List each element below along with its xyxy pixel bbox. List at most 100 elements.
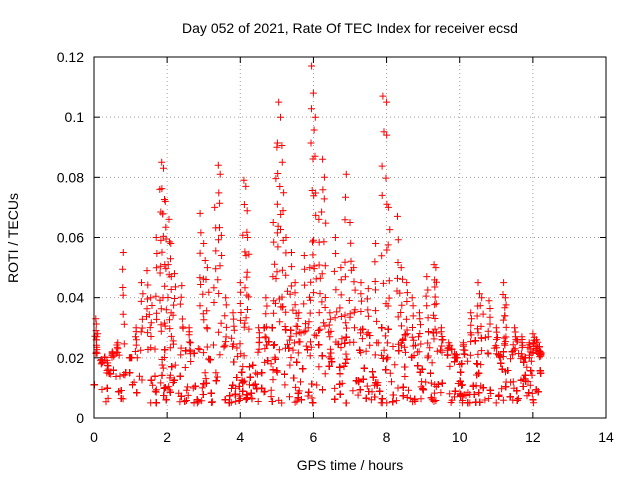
data-point (315, 363, 323, 371)
data-point (366, 341, 374, 349)
data-point (288, 263, 296, 271)
data-point (350, 338, 358, 346)
data-point (230, 326, 238, 334)
data-point (318, 298, 326, 306)
data-point (289, 306, 297, 314)
data-point (458, 360, 466, 368)
data-point (343, 355, 351, 363)
data-point (364, 306, 372, 314)
data-point (331, 314, 339, 322)
data-point (528, 389, 536, 397)
data-point (394, 259, 402, 266)
data-point (203, 307, 211, 315)
data-point (246, 381, 253, 389)
y-tick-label: 0 (76, 410, 84, 426)
data-point (212, 247, 220, 255)
data-point (430, 261, 438, 269)
data-point (431, 301, 439, 309)
data-point (137, 346, 145, 354)
data-point (382, 174, 390, 182)
data-point (307, 338, 314, 346)
data-point (309, 399, 317, 407)
data-point (181, 397, 189, 405)
data-point (511, 324, 519, 332)
data-point (132, 341, 140, 349)
data-point (247, 389, 255, 397)
data-point (310, 289, 318, 297)
data-point (418, 365, 426, 373)
data-point (499, 396, 507, 404)
data-point (379, 355, 387, 362)
data-point (408, 333, 416, 341)
x-tick-label: 2 (163, 429, 171, 445)
data-point (242, 395, 250, 403)
data-point (399, 335, 407, 343)
data-point (228, 385, 235, 392)
data-point (305, 388, 313, 396)
data-point (383, 200, 391, 208)
data-point (211, 203, 219, 211)
data-point (438, 342, 446, 350)
x-tick-label: 12 (525, 429, 541, 445)
data-point (467, 331, 475, 339)
x-tick-label: 6 (310, 429, 318, 445)
data-point (376, 387, 384, 395)
y-tick-label: 0.02 (57, 350, 84, 366)
data-point (200, 349, 208, 357)
data-point (166, 238, 173, 246)
data-point (337, 276, 345, 284)
data-point (362, 394, 370, 402)
data-point (151, 387, 159, 395)
data-point (233, 374, 241, 381)
data-point (321, 304, 329, 311)
data-point (402, 348, 409, 356)
x-tick-label: 14 (598, 429, 614, 445)
data-point (529, 348, 537, 356)
data-point (138, 376, 146, 384)
data-point (177, 344, 185, 352)
data-point (272, 175, 280, 183)
data-point (167, 286, 175, 293)
data-point (261, 388, 269, 395)
data-point (471, 337, 479, 345)
data-point (320, 195, 328, 203)
data-point (221, 312, 229, 320)
data-point (157, 379, 165, 387)
data-point (240, 323, 248, 331)
data-point (315, 309, 323, 317)
data-point (369, 373, 377, 381)
data-point (315, 261, 323, 269)
data-point (498, 365, 506, 373)
data-point (341, 258, 349, 266)
data-point (385, 277, 393, 285)
data-point (290, 374, 298, 382)
data-point (171, 270, 178, 278)
data-point (485, 395, 493, 402)
data-point (243, 394, 251, 402)
data-point (207, 389, 215, 397)
data-point (239, 231, 247, 239)
data-point (278, 158, 286, 166)
data-point (371, 258, 379, 266)
data-point (468, 315, 475, 323)
data-point (281, 370, 288, 378)
y-tick-label: 0.12 (57, 49, 84, 65)
data-point (203, 343, 211, 351)
data-point (159, 364, 167, 372)
data-point (292, 330, 300, 338)
data-point (287, 354, 295, 362)
data-point (501, 341, 509, 349)
data-point (313, 381, 321, 389)
data-point (321, 262, 329, 270)
data-point (425, 328, 432, 336)
data-point (319, 155, 327, 163)
data-point (236, 340, 244, 348)
data-point (162, 235, 170, 243)
data-point (384, 203, 392, 211)
data-point (129, 381, 136, 389)
data-point (231, 390, 239, 398)
data-point (185, 338, 193, 346)
data-point (177, 392, 185, 400)
data-point (269, 376, 277, 384)
data-point (525, 354, 533, 362)
